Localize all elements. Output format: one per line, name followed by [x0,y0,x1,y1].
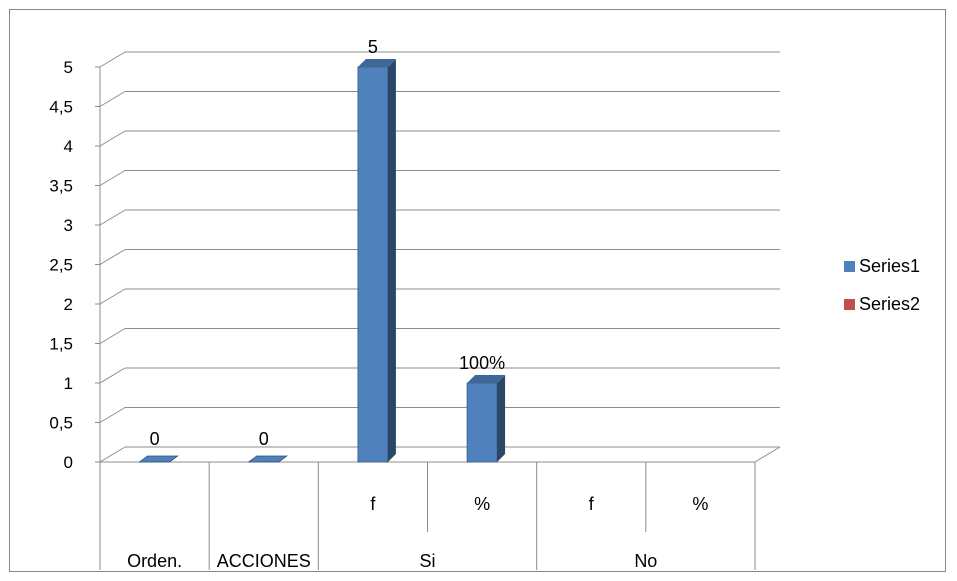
bar-series1 [357,59,396,463]
category-sub-label: % [692,494,708,514]
floor-right-edge [754,446,781,463]
gridline-depth [99,249,126,265]
bar-top-face [467,375,506,383]
category-group-label: Orden. [127,551,182,571]
bar-front-face [357,66,389,463]
y-tick-label: 2 [64,295,73,314]
gridlines [99,51,781,463]
gridline-depth [99,407,126,423]
category-sub-label: f [370,494,376,514]
legend-swatch [844,261,855,272]
bar-series1 [247,455,288,463]
legend-item-series1: Series1 [844,256,920,276]
column-chart: 0 0,5 1 1,5 2 2,5 3 3,5 4 4,5 5 0 0 5 100% f% f % Orden.… [49,37,920,571]
gridline-depth [99,170,126,186]
y-tick-label: 1,5 [49,335,73,354]
y-tick-label: 0 [64,453,73,472]
gridline-depth [99,209,126,226]
y-tick-label: 2,5 [49,256,73,275]
y-tick-label: 5 [64,58,73,77]
bar-series1 [138,455,179,463]
legend-label: Series1 [859,256,920,276]
data-labels: 0 0 5 100% [150,37,506,449]
data-label: 0 [259,429,269,449]
y-tick-label: 0,5 [49,414,73,433]
category-sub-label: f [589,494,595,514]
y-tick-label: 4 [64,137,73,156]
category-group-label: Si [419,551,435,571]
category-group-label: ACCIONES [217,551,311,571]
bars [138,59,506,463]
floor-gridline-depth [99,446,126,463]
y-tick-label: 3,5 [49,177,73,196]
bar-side-face [497,375,506,462]
y-tick-label: 3 [64,216,73,235]
data-label: 5 [368,37,378,57]
bar-flat-top [138,455,179,463]
gridline-depth [99,91,126,107]
gridline-depth [99,367,126,384]
category-axis: f% f % Orden. ACCIONES Si No [99,462,756,571]
legend-item-series2: Series2 [844,294,920,314]
gridline-depth [99,288,126,305]
legend: Series1 Series2 [844,256,920,314]
gridline-depth [99,130,126,147]
axes: 0 0,5 1 1,5 2 2,5 3 3,5 4 4,5 5 [49,58,101,472]
legend-swatch [844,299,855,310]
chart-frame: 0 0,5 1 1,5 2 2,5 3 3,5 4 4,5 5 0 0 5 100% f% f% Orden.… [9,9,946,572]
legend-label: Series2 [859,294,920,314]
bar-flat-top [247,455,288,463]
bar-top-face [357,59,396,67]
bar-series1 [466,375,506,463]
data-label: 0 [150,429,160,449]
y-tick-label: 1 [64,374,73,393]
category-sub-label: % [474,494,490,514]
data-label: 100% [459,353,505,373]
category-group-label: No [634,551,657,571]
gridline-depth [99,51,126,68]
bar-side-face [387,59,396,462]
bar-front-face [466,382,498,463]
gridline-depth [99,328,126,344]
y-tick-label: 4,5 [49,98,73,117]
